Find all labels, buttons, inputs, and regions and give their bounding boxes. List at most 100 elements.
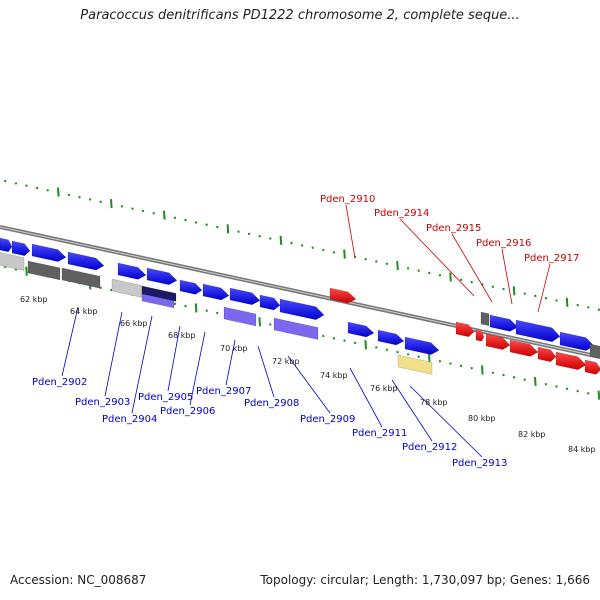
gene-feature[interactable]	[347, 321, 375, 338]
reverse-gene-label[interactable]: Pden_2904	[102, 414, 157, 425]
reverse-gene-label[interactable]: Pden_2913	[452, 458, 507, 469]
gene-feature[interactable]	[229, 287, 261, 306]
gene-feature[interactable]	[111, 278, 143, 298]
gene-feature[interactable]	[141, 293, 175, 309]
forward-gene-label[interactable]: Pden_2910	[320, 194, 375, 205]
gene-feature[interactable]	[117, 262, 147, 280]
leader-line	[391, 379, 433, 442]
outer-tick	[534, 294, 537, 298]
reverse-gene-label[interactable]: Pden_2906	[160, 406, 215, 417]
inner-tick	[502, 373, 505, 377]
inner-tick	[449, 362, 452, 365]
outer-tick	[438, 273, 442, 277]
outer-tick	[163, 210, 166, 220]
reverse-gene-label[interactable]: Pden_2912	[402, 442, 457, 453]
gene-feature[interactable]	[475, 329, 485, 342]
gene-feature[interactable]	[537, 346, 557, 363]
outer-tick	[120, 205, 124, 208]
kbp-label: 70 kbp	[220, 344, 248, 353]
inner-tick	[269, 323, 272, 326]
kbp-scale-labels: 62 kbp 64 kbp 66 kbp 68 kbp 70 kbp 72 kbp 74 k…	[20, 295, 596, 454]
outer-tick	[290, 241, 293, 245]
gene-feature[interactable]	[589, 343, 600, 359]
inner-tick	[216, 311, 219, 315]
inner-tick	[353, 341, 357, 345]
gene-feature[interactable]	[146, 267, 178, 286]
reverse-gene-label[interactable]: Pden_2909	[300, 414, 355, 425]
reverse-gene-label[interactable]: Pden_2907	[196, 386, 251, 397]
forward-gene-label[interactable]: Pden_2915	[426, 223, 481, 234]
gene-feature[interactable]	[584, 359, 600, 375]
reverse-gene-label[interactable]: Pden_2902	[32, 377, 87, 388]
outer-tick	[279, 235, 283, 245]
gene-feature[interactable]	[0, 237, 13, 253]
outer-tick	[88, 198, 92, 201]
forward-gene-label[interactable]: Pden_2914	[374, 208, 429, 219]
outer-tick	[576, 303, 579, 307]
gene-feature[interactable]	[279, 298, 325, 321]
reverse-gene-label[interactable]: Pden_2905	[138, 392, 193, 403]
gene-feature[interactable]	[515, 319, 561, 343]
gene-feature[interactable]	[141, 285, 177, 302]
gene-feature[interactable]	[404, 336, 440, 355]
inner-tick	[25, 266, 28, 276]
outer-tick	[332, 250, 336, 254]
gene-feature[interactable]	[485, 333, 511, 350]
accession-text: Accession: NC_008687	[10, 573, 147, 587]
leader-line	[451, 233, 493, 303]
gene-feature[interactable]	[480, 311, 490, 327]
gene-feature[interactable]	[259, 294, 281, 311]
gene-feature[interactable]	[509, 339, 539, 357]
outer-tick	[184, 218, 187, 222]
inner-tick	[194, 303, 198, 313]
outer-tick	[375, 260, 378, 263]
leader-line	[189, 331, 206, 406]
inner-tick	[491, 371, 495, 375]
outer-tick	[491, 285, 495, 289]
inner-tick	[481, 365, 484, 375]
inner-tick	[438, 359, 442, 363]
outer-tick	[78, 195, 81, 199]
gene-feature[interactable]	[223, 306, 257, 327]
gene-feature[interactable]	[179, 279, 203, 295]
gene-feature[interactable]	[273, 317, 319, 340]
leader-line	[537, 263, 551, 313]
kbp-label: 72 kbp	[272, 357, 300, 366]
gene-feature[interactable]	[0, 252, 25, 271]
reverse-gene-label[interactable]: Pden_2911	[352, 428, 407, 439]
kbp-label: 80 kbp	[468, 414, 496, 423]
inner-tick	[364, 340, 367, 350]
gene-feature[interactable]	[377, 329, 405, 346]
outer-tick	[269, 237, 272, 240]
inner-tick	[597, 390, 600, 400]
gene-feature[interactable]	[11, 240, 31, 257]
gene-feature[interactable]	[202, 283, 230, 301]
gene-feature[interactable]	[329, 287, 357, 304]
gene-feature[interactable]	[489, 314, 519, 332]
gene-feature[interactable]	[455, 321, 475, 338]
gene-feature[interactable]	[397, 354, 433, 375]
inner-tick	[396, 350, 399, 354]
kbp-label: 68 kbp	[168, 331, 196, 340]
leader-line	[104, 311, 123, 397]
leader-line	[257, 345, 275, 398]
gene-feature[interactable]	[555, 351, 587, 371]
inner-tick	[512, 376, 516, 379]
forward-gene-label[interactable]: Pden_2917	[524, 253, 579, 264]
map-title: Paracoccus denitrificans PD1222 chromoso…	[80, 8, 520, 23]
gene-feature[interactable]	[31, 243, 67, 262]
gene-feature[interactable]	[27, 260, 61, 281]
gene-feature[interactable]	[61, 267, 101, 289]
outer-tick	[555, 299, 558, 302]
gene-feature[interactable]	[67, 251, 105, 271]
reverse-gene-label[interactable]: Pden_2908	[244, 398, 299, 409]
outer-tick	[300, 244, 304, 247]
reverse-gene-label[interactable]: Pden_2903	[75, 397, 130, 408]
forward-gene-label[interactable]: Pden_2916	[476, 238, 531, 249]
outer-tick	[35, 186, 39, 190]
inner-tick	[332, 336, 336, 340]
outer-tick	[428, 271, 431, 275]
inner-tick	[417, 355, 420, 358]
inner-tick	[565, 387, 569, 391]
